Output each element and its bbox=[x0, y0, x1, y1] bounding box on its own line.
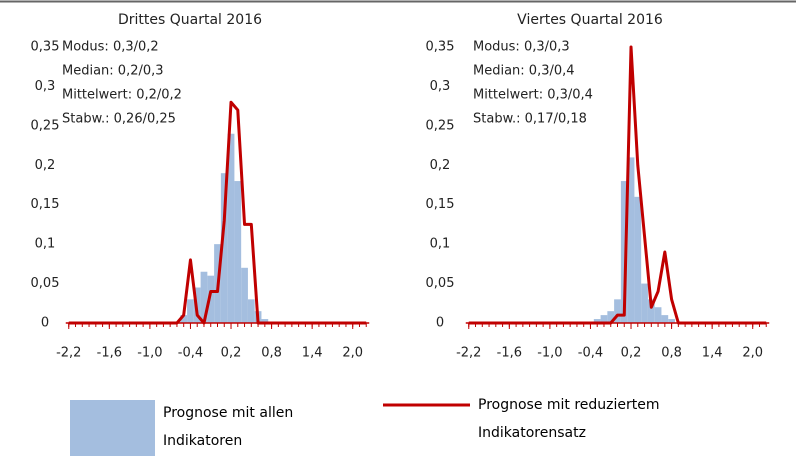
annotation: Median: 0,3/0,4 bbox=[473, 64, 575, 79]
bar bbox=[241, 267, 248, 323]
bar bbox=[614, 299, 621, 323]
annotation: Mittelwert: 0,3/0,4 bbox=[473, 88, 593, 103]
x-tick-label: -0,4 bbox=[578, 346, 603, 361]
annotation: Median: 0,2/0,3 bbox=[62, 64, 164, 79]
legend-entry: Prognose mit allen Indikatoren bbox=[163, 405, 294, 449]
y-tick-label: 0,3 bbox=[430, 79, 451, 94]
x-tick-label: 1,4 bbox=[702, 346, 723, 361]
bar bbox=[593, 319, 601, 323]
bar bbox=[661, 315, 669, 323]
chart-title: Viertes Quartal 2016 bbox=[517, 12, 663, 28]
bar bbox=[620, 181, 628, 323]
y-tick-label: 0,2 bbox=[430, 158, 451, 173]
y-tick-label: 0,35 bbox=[31, 40, 60, 55]
chart-title: Drittes Quartal 2016 bbox=[118, 12, 262, 28]
bar bbox=[234, 181, 242, 323]
legend-label: Prognose mit reduziertem Indikatorensatz bbox=[478, 397, 660, 441]
x-tick-label: -1,0 bbox=[537, 346, 562, 361]
y-tick-label: 0,2 bbox=[35, 158, 56, 173]
y-tick-label: 0 bbox=[436, 316, 444, 331]
bar bbox=[627, 157, 635, 323]
y-tick-label: 0,05 bbox=[31, 276, 60, 291]
bar bbox=[607, 311, 615, 323]
annotation: Modus: 0,3/0,2 bbox=[62, 40, 159, 55]
y-tick-label: 0,15 bbox=[426, 197, 455, 212]
bar bbox=[187, 299, 194, 323]
y-tick-label: 0 bbox=[41, 316, 49, 331]
bar bbox=[207, 275, 215, 323]
annotation: Modus: 0,3/0,3 bbox=[473, 40, 570, 55]
x-tick-label: -1,6 bbox=[497, 346, 522, 361]
line bbox=[468, 45, 767, 325]
x-tick-label: -1,0 bbox=[137, 346, 162, 361]
bar bbox=[200, 271, 208, 323]
bar bbox=[220, 173, 228, 323]
bar bbox=[647, 299, 655, 323]
bar bbox=[668, 319, 675, 323]
line bbox=[68, 100, 367, 325]
bar bbox=[654, 307, 662, 323]
bar bbox=[247, 299, 255, 323]
bar bbox=[641, 283, 648, 323]
y-tick-label: 0,1 bbox=[430, 237, 451, 252]
x-tick-label: -0,4 bbox=[178, 346, 203, 361]
legend-swatch-bar bbox=[70, 400, 155, 456]
bar bbox=[180, 315, 188, 323]
bar bbox=[227, 133, 235, 323]
bar bbox=[600, 315, 608, 323]
legend-label: Prognose mit allen Indikatoren bbox=[163, 405, 294, 449]
legend-entry: Prognose mit reduziertem Indikatorensatz bbox=[478, 397, 660, 441]
y-tick-label: 0,25 bbox=[426, 118, 455, 133]
x-tick-label: -1,6 bbox=[97, 346, 122, 361]
bar bbox=[261, 319, 269, 323]
x-tick-label: 1,4 bbox=[302, 346, 323, 361]
x-tick-label: 2,0 bbox=[342, 346, 363, 361]
x-tick-label: -2,2 bbox=[56, 346, 81, 361]
x-tick-label: 0,8 bbox=[661, 346, 682, 361]
x-tick-label: 0,8 bbox=[261, 346, 282, 361]
annotation: Stabw.: 0,26/0,25 bbox=[62, 112, 176, 127]
x-tick-label: 2,0 bbox=[742, 346, 763, 361]
y-tick-label: 0,15 bbox=[31, 197, 60, 212]
y-tick-label: 0,35 bbox=[426, 40, 455, 55]
y-tick-label: 0,25 bbox=[31, 118, 60, 133]
annotation: Stabw.: 0,17/0,18 bbox=[473, 112, 587, 127]
y-tick-label: 0,3 bbox=[35, 79, 56, 94]
x-tick-label: -2,2 bbox=[456, 346, 481, 361]
bar bbox=[634, 196, 642, 323]
x-tick-label: 0,2 bbox=[621, 346, 642, 361]
annotation: Mittelwert: 0,2/0,2 bbox=[62, 88, 182, 103]
x-tick-label: 0,2 bbox=[221, 346, 242, 361]
y-tick-label: 0,1 bbox=[35, 237, 56, 252]
y-tick-label: 0,05 bbox=[426, 276, 455, 291]
